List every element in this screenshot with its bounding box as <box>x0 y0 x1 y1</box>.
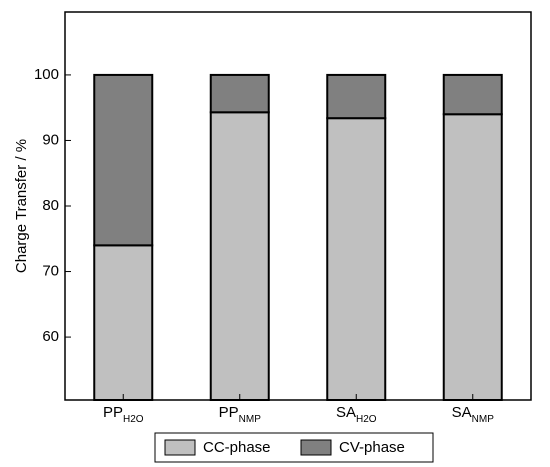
y-axis-label: Charge Transfer / % <box>13 139 30 273</box>
legend-swatch <box>300 439 332 456</box>
bar-segment <box>209 111 270 401</box>
x-tick-label: PPNMP <box>219 404 262 425</box>
bar-segment <box>326 117 387 401</box>
x-tick-label: SANMP <box>452 404 495 425</box>
x-tick-label: PPH2O <box>103 404 144 425</box>
bar-segment <box>326 73 387 120</box>
y-tick-label: 70 <box>42 263 59 280</box>
category-subscript: NMP <box>239 414 262 425</box>
category-subscript: H2O <box>356 414 377 425</box>
bar-segment <box>93 244 154 401</box>
bar-segment <box>209 73 270 114</box>
bar-segment <box>442 73 503 116</box>
legend-label: CV-phase <box>339 439 405 456</box>
category-name: SA <box>452 404 472 421</box>
y-tick-label: 60 <box>42 328 59 345</box>
x-tick-label: SAH2O <box>336 404 377 425</box>
y-tick-label: 90 <box>42 131 59 148</box>
category-name: SA <box>336 404 356 421</box>
category-name: PP <box>219 404 239 421</box>
plot-frame <box>64 11 532 401</box>
y-tick-label: 100 <box>34 66 59 83</box>
y-tick-label: 80 <box>42 197 59 214</box>
category-name: PP <box>103 404 123 421</box>
bar-segment <box>93 73 154 247</box>
bar-segment <box>442 113 503 401</box>
legend-swatch <box>164 439 196 456</box>
category-subscript: H2O <box>123 414 144 425</box>
category-subscript: NMP <box>472 414 495 425</box>
legend-label: CC-phase <box>203 439 271 456</box>
legend-box <box>154 432 434 463</box>
